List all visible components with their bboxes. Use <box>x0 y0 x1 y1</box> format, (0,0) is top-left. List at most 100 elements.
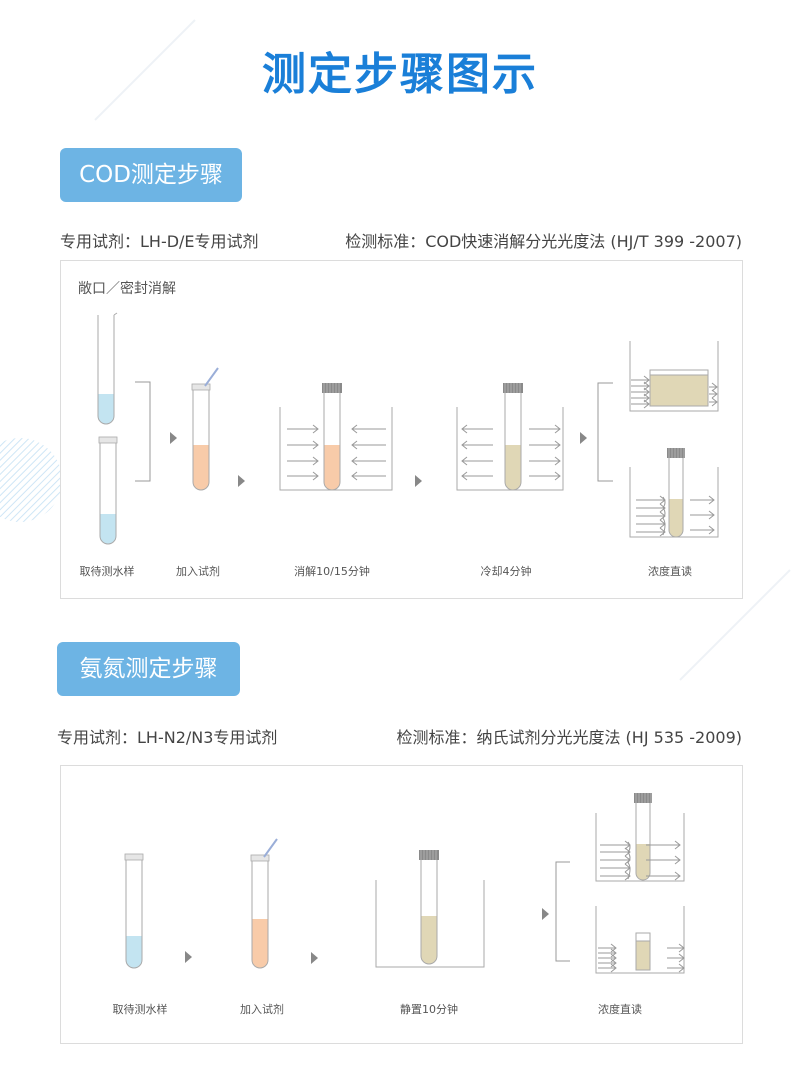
arrow-head <box>312 440 319 450</box>
arrow-head <box>351 456 358 466</box>
ammonia-steps-panel <box>60 765 743 1044</box>
arrow-head <box>554 456 561 466</box>
arrow-head <box>554 440 561 450</box>
cod-step-label: 浓度直读 <box>648 565 692 578</box>
cod-steps-panel <box>60 260 743 599</box>
arrow-head <box>610 963 617 973</box>
arrow-head <box>643 387 650 397</box>
beaker <box>595 813 685 882</box>
arrow-head <box>312 424 319 434</box>
cod-section-badge: COD测定步骤 <box>60 148 242 202</box>
decor-hatched-circle <box>0 438 62 522</box>
arrow-head <box>643 399 650 409</box>
step-arrow <box>238 475 245 487</box>
arrow-head <box>554 471 561 481</box>
tube-cap <box>634 793 652 803</box>
decor-line <box>94 19 196 121</box>
tube-liquid <box>126 936 142 968</box>
arrow-head <box>674 855 681 865</box>
pipette <box>263 838 278 858</box>
beaker <box>595 906 685 974</box>
cuvette-top <box>649 369 709 376</box>
beaker <box>456 407 564 491</box>
arrow-head <box>312 471 319 481</box>
tube-lip <box>250 854 270 862</box>
tube-lip <box>124 853 144 861</box>
arrow-head <box>461 424 468 434</box>
ammonia-step-label: 取待测水样 <box>112 1003 168 1016</box>
bracket <box>597 382 613 482</box>
wave <box>662 496 666 536</box>
ammonia-reagent: 专用试剂：LH-N2/N3专用试剂 <box>57 728 278 747</box>
arrow-head <box>678 953 685 963</box>
arrow-head <box>461 440 468 450</box>
tube-cap <box>419 850 439 860</box>
cuvette <box>635 940 651 971</box>
arrow-head <box>461 456 468 466</box>
tube-rim <box>113 312 118 316</box>
cuvette <box>649 374 709 407</box>
arrow-head <box>678 943 685 953</box>
arrow-head <box>659 527 666 537</box>
cod-step-label: 取待测水样 <box>79 565 135 578</box>
tube-lip <box>98 436 118 444</box>
test-tube <box>504 393 522 491</box>
arrow-head <box>624 847 631 857</box>
arrow-head <box>643 375 650 385</box>
arrow-head <box>674 840 681 850</box>
cuvette-top <box>635 932 651 942</box>
tube-liquid <box>98 394 114 424</box>
ammonia-step-label: 加入试剂 <box>240 1003 284 1016</box>
step-arrow <box>580 432 587 444</box>
arrow-head <box>461 471 468 481</box>
step-arrow <box>311 952 318 964</box>
arrow-head <box>711 382 718 392</box>
bracket <box>135 381 151 482</box>
cod-standard: 检测标准：COD快速消解分光光度法 (HJ/T 399 -2007) <box>345 232 742 251</box>
ammonia-section-badge: 氨氮测定步骤 <box>57 642 240 696</box>
pipette <box>204 367 219 387</box>
test-tube <box>635 803 651 881</box>
wave <box>627 841 631 880</box>
beaker <box>279 407 393 491</box>
arrow-head <box>711 389 718 399</box>
cod-reagent: 专用试剂：LH-D/E专用试剂 <box>60 232 259 251</box>
step-arrow <box>415 475 422 487</box>
cod-step-label: 消解10/15分钟 <box>294 565 370 578</box>
arrow-head <box>708 525 715 535</box>
step-arrow <box>185 951 192 963</box>
tube-liquid <box>252 919 268 968</box>
bracket <box>555 861 570 962</box>
test-tube <box>99 443 117 545</box>
arrow-head <box>659 503 666 513</box>
tube-liquid <box>421 916 437 964</box>
arrow-head <box>659 511 666 521</box>
tube-liquid <box>669 499 683 537</box>
test-tube <box>323 393 341 491</box>
decor-line <box>679 569 791 681</box>
tube-lip <box>191 383 211 391</box>
step-arrow <box>542 908 549 920</box>
page-title: 测定步骤图示 <box>262 49 538 100</box>
arrow-head <box>624 871 631 881</box>
tube-liquid <box>636 844 650 880</box>
test-tube <box>125 860 143 969</box>
tube-cap <box>503 383 523 393</box>
tube-liquid <box>324 445 340 490</box>
cod-step-label: 冷却4分钟 <box>480 565 532 578</box>
test-tube <box>97 315 115 425</box>
arrow-head <box>708 495 715 505</box>
arrow-head <box>674 871 681 881</box>
arrow-head <box>678 963 685 973</box>
cod-panel-title: 敞口／密封消解 <box>78 281 176 297</box>
beaker <box>375 880 485 968</box>
ammonia-step-label: 静置10分钟 <box>400 1003 458 1016</box>
arrow-head <box>708 510 715 520</box>
step-arrow <box>170 432 177 444</box>
test-tube <box>251 861 269 969</box>
ammonia-standard: 检测标准：纳氏试剂分光光度法 (HJ 535 -2009) <box>396 728 742 747</box>
cod-step-label: 加入试剂 <box>176 565 220 578</box>
ammonia-step-label: 浓度直读 <box>598 1003 642 1016</box>
tube-liquid <box>193 445 209 490</box>
